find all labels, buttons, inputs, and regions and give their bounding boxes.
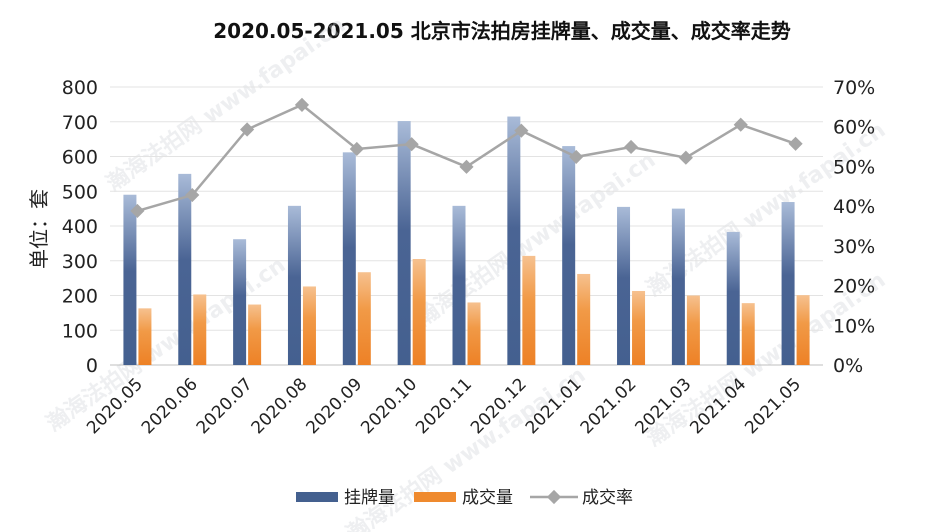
x-tick-label: 2020.07 xyxy=(193,374,257,438)
y-tick-label: 500 xyxy=(62,181,98,203)
y-tick-label: 100 xyxy=(62,320,98,342)
bar-listing xyxy=(397,121,411,366)
bar-listing xyxy=(452,205,466,365)
bar-deals xyxy=(741,303,755,365)
bar-deals xyxy=(467,302,481,365)
x-tick-label: 2020.06 xyxy=(138,374,202,438)
rate-point xyxy=(130,203,145,218)
y-tick-label: 800 xyxy=(62,77,98,99)
y-tick-label: 400 xyxy=(62,216,98,238)
rate-line-series xyxy=(130,97,803,218)
bar-deals xyxy=(412,259,426,365)
bar-listing xyxy=(123,194,137,365)
bar-listing xyxy=(726,231,740,365)
chart-title: 2020.05-2021.05 北京市法拍房挂牌量、成交量、成交率走势 xyxy=(213,19,790,43)
y2-tick-label: 0% xyxy=(833,355,863,377)
gridlines xyxy=(110,86,823,366)
bar-deals xyxy=(632,290,646,365)
y2-tick-label: 10% xyxy=(833,315,875,337)
legend-label-listing: 挂牌量 xyxy=(344,488,395,508)
bar-deals xyxy=(796,295,810,365)
bar-listing xyxy=(287,205,301,365)
bar-listing xyxy=(617,206,631,365)
rate-point xyxy=(788,136,803,151)
y-axis-title: 单位：套 xyxy=(27,189,51,269)
bar-listing xyxy=(233,239,247,365)
bar-deals xyxy=(522,255,536,365)
y2-tick-label: 60% xyxy=(833,117,875,139)
bar-listing xyxy=(178,173,192,365)
legend-swatch-listing xyxy=(296,492,338,502)
bar-listing xyxy=(507,116,521,365)
y2-tick-label: 30% xyxy=(833,236,875,258)
legend-label-rate: 成交率 xyxy=(582,488,633,508)
rate-point xyxy=(459,159,474,174)
rate-point xyxy=(623,139,639,155)
bar-series xyxy=(123,116,810,366)
bar-deals xyxy=(193,294,207,365)
y-axis-right: 0% 10% 20% 30% 40% 50% 60% 70% xyxy=(833,77,875,377)
rate-point xyxy=(733,117,748,132)
bar-listing xyxy=(342,152,356,365)
bar-listing xyxy=(671,208,685,365)
x-tick-label: 2020.10 xyxy=(357,374,421,438)
y2-tick-label: 40% xyxy=(833,196,875,218)
bar-deals xyxy=(686,295,700,365)
y-axis-left: 0 100 200 300 400 500 600 700 800 xyxy=(62,77,98,377)
x-tick-label: 2020.08 xyxy=(248,374,312,438)
rate-point xyxy=(240,122,255,137)
y-tick-label: 0 xyxy=(86,355,98,377)
bar-deals xyxy=(302,286,316,365)
y-tick-label: 600 xyxy=(62,147,98,169)
rate-line xyxy=(137,103,796,213)
y-tick-label: 300 xyxy=(62,251,98,273)
bar-deals xyxy=(138,308,152,365)
legend-marker-rate xyxy=(546,489,562,505)
y2-tick-label: 50% xyxy=(833,156,875,178)
y2-tick-label: 20% xyxy=(833,276,875,298)
bar-listing xyxy=(781,202,795,365)
x-tick-label: 2020.11 xyxy=(412,374,476,438)
rate-point xyxy=(349,141,364,157)
rate-point xyxy=(514,123,529,138)
y-tick-label: 200 xyxy=(62,286,98,308)
rate-point xyxy=(185,187,200,203)
legend-label-deals: 成交量 xyxy=(462,488,513,508)
y2-tick-label: 70% xyxy=(833,77,875,99)
rate-point xyxy=(569,149,584,164)
rate-point xyxy=(294,97,310,112)
y-tick-label: 700 xyxy=(62,112,98,134)
bar-deals xyxy=(357,272,371,365)
rate-point xyxy=(404,137,419,152)
bar-listing xyxy=(562,146,576,365)
bar-deals xyxy=(248,304,262,365)
legend: 挂牌量 成交量 成交率 xyxy=(296,488,633,508)
legend-swatch-deals xyxy=(414,492,456,502)
bar-deals xyxy=(577,273,591,365)
x-tick-label: 2020.09 xyxy=(302,374,366,438)
rate-point xyxy=(678,150,693,165)
